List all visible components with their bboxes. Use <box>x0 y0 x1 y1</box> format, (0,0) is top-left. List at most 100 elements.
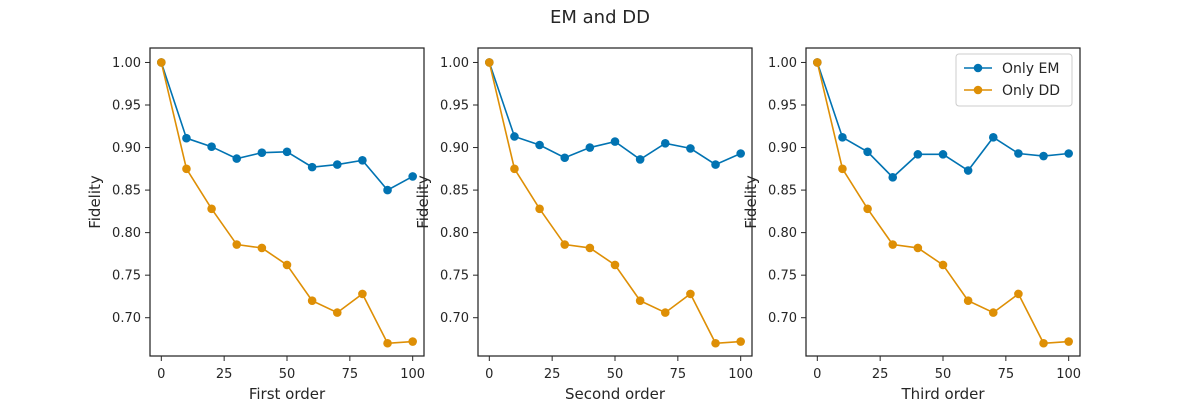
x-tick-label: 0 <box>157 367 165 382</box>
data-point-only-em <box>988 133 998 142</box>
legend: Only EM Only DD <box>955 53 1073 107</box>
data-point-only-em <box>332 160 342 169</box>
data-point-only-em <box>1014 149 1023 158</box>
y-tick-label: 1.00 <box>112 56 141 71</box>
data-point-only-em <box>913 150 923 159</box>
x-tick-label: 50 <box>935 367 952 382</box>
data-point-only-em <box>307 162 317 172</box>
legend-marker <box>973 85 983 95</box>
data-point-only-dd <box>1014 289 1023 299</box>
data-point-only-em <box>232 154 242 163</box>
legend-marker <box>973 63 983 73</box>
y-tick-label: 0.80 <box>112 226 141 241</box>
data-point-only-dd <box>863 204 872 214</box>
y-tick-label: 0.90 <box>768 141 797 156</box>
y-axis-label: Fidelity <box>414 175 432 229</box>
data-point-only-dd <box>383 338 392 348</box>
subplot-2: 0 25 50 75 100 0.70 0.75 0.80 0.85 0.90 0.95 1.00 Se… <box>414 47 753 400</box>
y-tick-label: 0.70 <box>440 311 469 326</box>
axes-frame <box>149 47 425 357</box>
legend-label: Only EM <box>1002 61 1059 77</box>
data-point-only-em <box>635 155 645 164</box>
data-point-only-em <box>257 148 267 157</box>
y-tick-label: 0.75 <box>440 269 469 284</box>
data-point-only-em <box>560 153 570 163</box>
data-point-only-em <box>610 137 620 146</box>
data-point-only-em <box>938 150 948 159</box>
series-line-only-dd <box>160 62 413 345</box>
data-point-only-dd <box>182 164 191 174</box>
x-tick-label: 100 <box>728 367 753 382</box>
subplot-1: 0 25 50 75 100 0.70 0.75 0.80 0.85 0.90 0.95 1.00 Fi… <box>86 47 425 400</box>
subplot-group: 0 25 50 75 100 0.70 0.75 0.80 0.85 0.90 0.95 1.00 Fi… <box>86 47 1081 400</box>
x-tick-label: 75 <box>670 367 687 382</box>
data-point-only-dd <box>560 240 570 249</box>
data-point-only-dd <box>838 164 847 174</box>
data-point-only-em <box>535 140 544 150</box>
y-tick-label: 0.80 <box>768 226 797 241</box>
y-axis-label: Fidelity <box>742 175 760 229</box>
x-axis-label: Third order <box>900 385 985 400</box>
data-point-only-em <box>660 138 670 148</box>
data-point-only-dd <box>207 204 216 214</box>
data-point-only-em <box>383 185 392 195</box>
data-point-only-em <box>1039 151 1048 161</box>
data-point-only-dd <box>257 243 267 253</box>
subplot-3: 0 25 50 75 100 0.70 0.75 0.80 0.85 0.90 0.95 1.00 Th… <box>742 47 1081 400</box>
data-point-only-dd <box>408 337 417 346</box>
y-tick-label: 0.70 <box>768 311 797 326</box>
y-tick-label: 0.85 <box>440 184 469 199</box>
data-point-only-em <box>838 133 847 142</box>
data-point-only-dd <box>660 308 670 317</box>
series-line-only-em <box>488 62 742 166</box>
y-tick-label: 0.90 <box>440 141 469 156</box>
legend-box <box>955 53 1073 107</box>
x-tick-label: 25 <box>544 367 561 382</box>
data-point-only-dd <box>282 260 292 270</box>
data-point-only-dd <box>635 296 645 305</box>
x-tick-label: 0 <box>813 367 821 382</box>
data-point-only-dd <box>736 337 745 346</box>
y-tick-label: 0.75 <box>768 269 797 284</box>
x-tick-label: 100 <box>400 367 425 382</box>
data-point-only-dd <box>157 58 166 67</box>
y-tick-label: 1.00 <box>440 56 469 71</box>
data-point-only-em <box>1064 149 1073 158</box>
data-point-only-dd <box>485 58 494 67</box>
x-tick-label: 25 <box>872 367 889 382</box>
data-point-only-dd <box>1039 338 1048 348</box>
data-point-only-dd <box>813 58 822 67</box>
data-point-only-em <box>358 156 367 165</box>
y-tick-label: 0.95 <box>768 99 797 114</box>
y-tick-label: 0.90 <box>112 141 141 156</box>
series-line-only-em <box>160 62 414 192</box>
x-tick-label: 25 <box>216 367 233 382</box>
data-point-only-dd <box>988 308 998 317</box>
y-tick-label: 0.80 <box>440 226 469 241</box>
y-tick-label: 0.85 <box>112 184 141 199</box>
x-axis-label: First order <box>249 385 326 400</box>
data-point-only-em <box>282 147 292 157</box>
x-tick-label: 75 <box>998 367 1015 382</box>
data-point-only-dd <box>510 164 519 174</box>
data-point-only-dd <box>711 338 720 348</box>
axes-frame <box>477 47 753 357</box>
data-point-only-dd <box>332 308 342 317</box>
data-point-only-dd <box>1064 337 1073 346</box>
data-point-only-em <box>510 132 519 141</box>
legend-label: Only DD <box>1002 83 1060 99</box>
data-point-only-dd <box>938 260 948 270</box>
x-tick-label: 75 <box>342 367 359 382</box>
y-axis-label: Fidelity <box>86 175 104 229</box>
data-point-only-dd <box>307 296 317 305</box>
data-point-only-em <box>888 173 898 182</box>
x-tick-label: 50 <box>279 367 296 382</box>
data-point-only-em <box>408 172 417 181</box>
y-tick-label: 0.95 <box>440 99 469 114</box>
y-tick-label: 0.75 <box>112 269 141 284</box>
data-point-only-dd <box>610 260 620 270</box>
data-point-only-dd <box>535 204 544 214</box>
x-axis-label: Second order <box>565 385 666 400</box>
data-point-only-em <box>711 160 720 169</box>
